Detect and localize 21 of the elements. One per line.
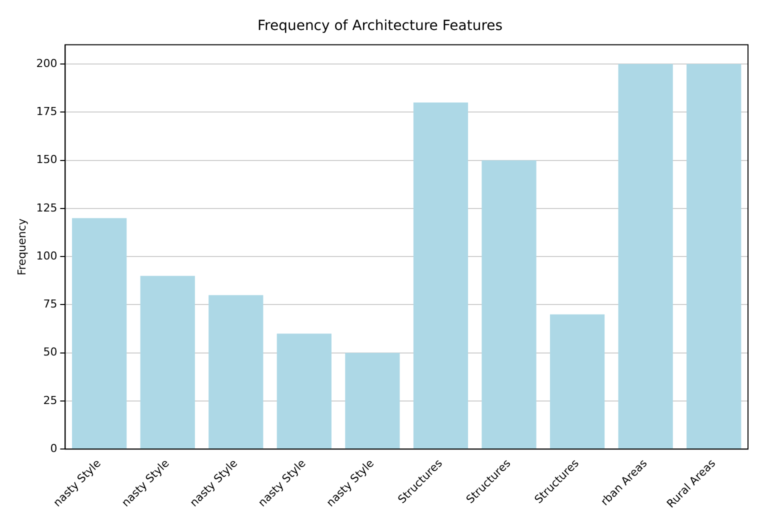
y-tick-label: 75 (43, 298, 58, 311)
y-tick-label: 150 (36, 153, 58, 166)
bar (345, 352, 400, 449)
bar (72, 218, 127, 449)
bar (140, 276, 195, 449)
y-axis-title: Frequency (15, 218, 28, 276)
bar (208, 295, 264, 449)
y-tick-label: 175 (36, 105, 58, 118)
bar (482, 160, 536, 449)
bar (550, 314, 605, 449)
bar (413, 102, 468, 449)
bar (686, 64, 742, 449)
chart-title: Frequency of Architecture Features (257, 18, 503, 34)
y-tick-label: 125 (36, 201, 58, 214)
y-tick-label: 200 (36, 56, 58, 70)
y-tick-label: 25 (43, 394, 58, 407)
y-tick-label: 0 (50, 442, 58, 455)
bar (276, 334, 332, 449)
bar (618, 64, 673, 449)
y-tick-label: 100 (36, 249, 58, 262)
y-tick-label: 50 (43, 346, 58, 359)
